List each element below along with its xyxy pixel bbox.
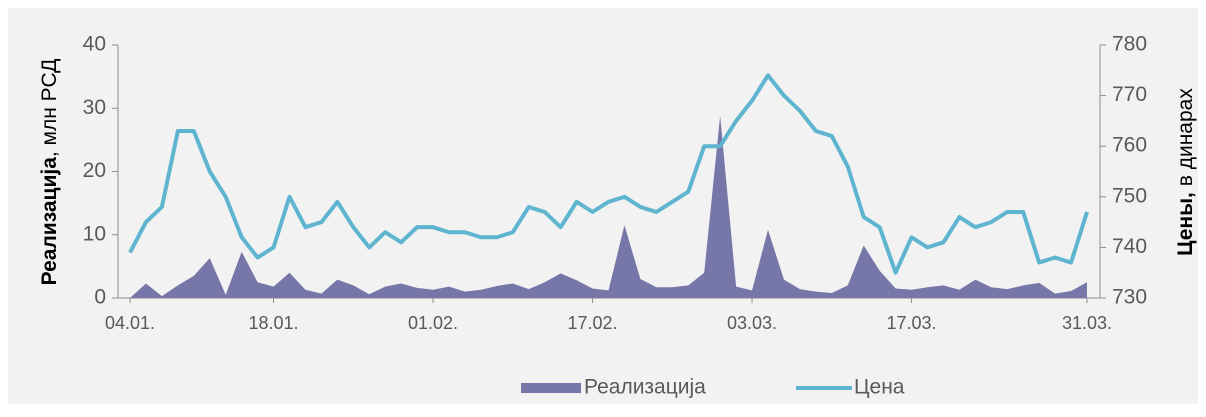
y2-tick-label: 760 [1112,134,1147,157]
y-tick-label: 30 [83,96,106,119]
y2-tick-label: 750 [1112,184,1147,207]
y-tick-label: 20 [83,159,106,182]
y2-axis-title-bold: Цены, [1174,192,1197,256]
x-tick-label: 01.02. [408,313,458,333]
y2-axis-title-rest: в динарах [1174,88,1197,192]
y-axis-title-rest: , млн РСД [38,59,61,158]
x-tick-label: 17.03. [887,313,937,333]
legend-label: Реализација [584,376,706,399]
y2-axis-title: Цены, в динарах [1174,88,1197,256]
y2-tick-label: 730 [1112,286,1147,309]
x-tick-label: 17.02. [568,313,618,333]
y-axis-title-bold: Реализација [38,157,61,286]
y-axis-title: Реализација, млн РСД [38,59,61,286]
x-tick-label: 04.01. [105,313,155,333]
y2-tick-label: 770 [1112,83,1147,106]
legend-label: Цена [854,376,905,399]
y2-tick-label: 780 [1112,33,1147,56]
x-tick-label: 03.03. [727,313,777,333]
x-tick-label: 18.01. [249,313,299,333]
y-tick-label: 0 [94,286,106,309]
y-tick-label: 10 [83,222,106,245]
line [128,73,1089,275]
y-tick-label: 40 [83,33,106,56]
x-tick-label: 31.03. [1062,313,1112,333]
y2-tick-label: 740 [1112,235,1147,258]
legend-swatch [521,383,581,393]
